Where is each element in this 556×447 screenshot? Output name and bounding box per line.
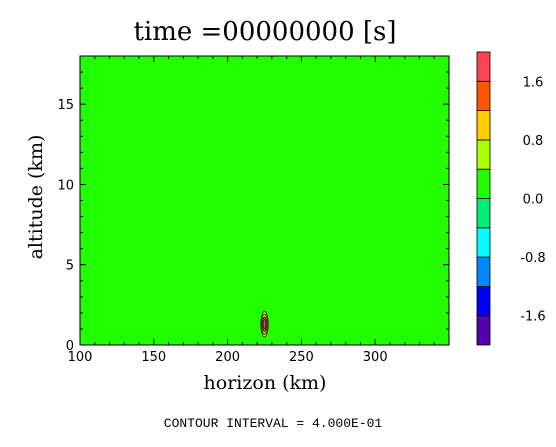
colorbar-tick-label: 0.0 — [523, 193, 544, 208]
colorbar-segment — [476, 256, 491, 287]
colorbar-segment — [476, 110, 491, 141]
colorbar-segment — [476, 80, 491, 112]
colorbar-segment — [476, 168, 491, 199]
colorbar-segment — [476, 139, 491, 170]
x-tick-label: 250 — [289, 350, 314, 365]
colorbar: -1.6 -0.8 0.0 0.8 1.6 — [476, 51, 546, 346]
contour-interval-footer: CONTOUR INTERVAL = 4.000E-01 — [164, 416, 383, 431]
colorbar-segment — [476, 51, 491, 82]
colorbar-tick-label: -1.6 — [520, 310, 545, 325]
colorbar-segment — [476, 315, 491, 346]
colorbar-segment — [476, 198, 491, 229]
colorbar-tick-label: -0.8 — [520, 251, 545, 266]
x-tick-label: 100 — [68, 350, 93, 365]
colorbar-tick-label: 0.8 — [523, 134, 544, 149]
x-axis-label: horizon (km) — [204, 372, 327, 394]
anomaly-contour-4 — [262, 319, 267, 329]
colorbar-tick-label: 1.6 — [523, 75, 544, 90]
y-tick-label: 15 — [57, 98, 74, 113]
colorbar-segment — [476, 285, 491, 317]
x-tick-label: 200 — [215, 350, 240, 365]
chart-title: time =00000000 [s] — [133, 17, 396, 47]
y-tick-label: 0 — [66, 339, 74, 354]
y-tick-label: 10 — [57, 178, 74, 193]
field-background — [80, 56, 449, 345]
x-tick-label: 300 — [363, 350, 388, 365]
y-tick-label: 5 — [66, 259, 74, 274]
x-tick-label: 150 — [141, 350, 166, 365]
y-axis-label: altitude (km) — [25, 135, 47, 260]
colorbar-segment — [476, 227, 491, 258]
plot-area: 100 150 200 250 300 0 5 10 15 — [57, 55, 450, 365]
